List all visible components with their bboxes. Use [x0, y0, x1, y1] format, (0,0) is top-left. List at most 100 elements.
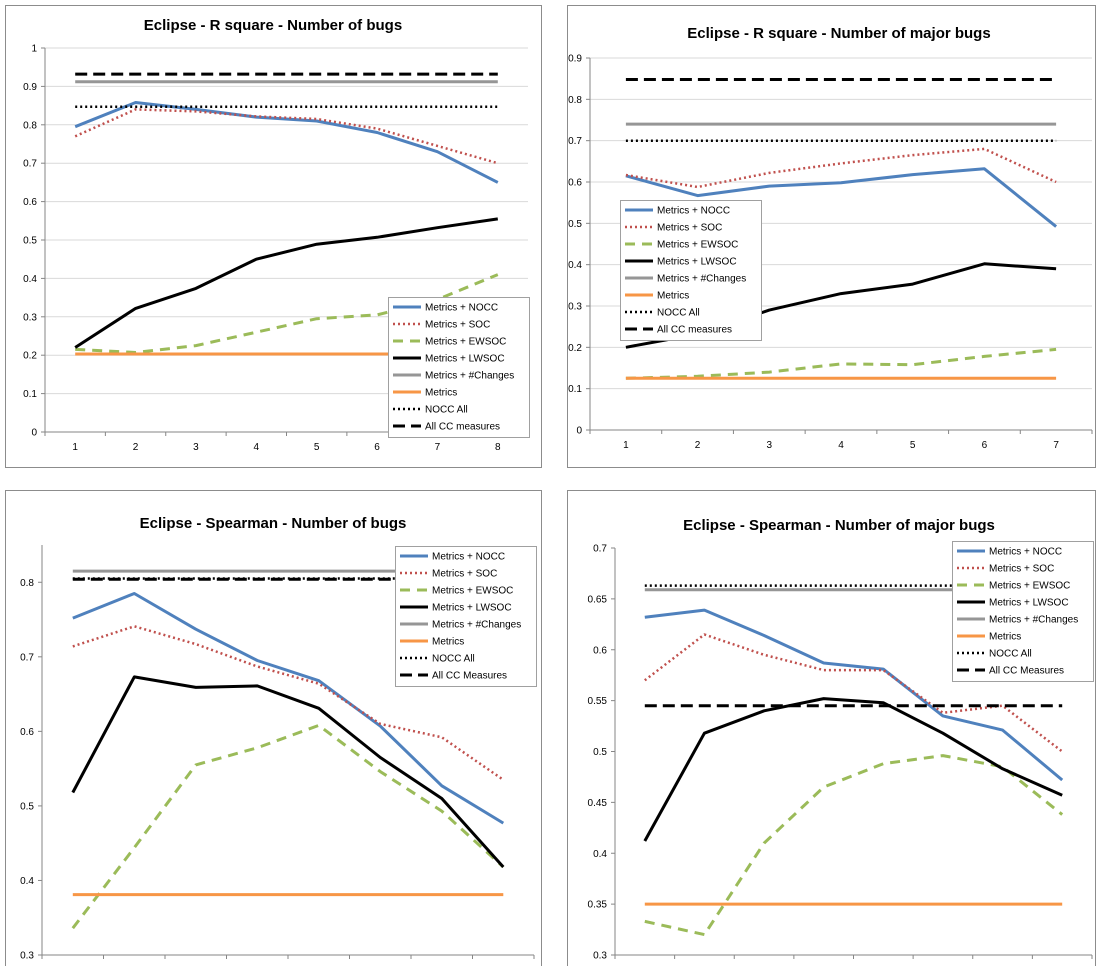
- legend-label: Metrics + NOCC: [657, 206, 730, 217]
- series-line-metrics-ewsoc: [644, 754, 1064, 937]
- legend-label: Metrics + LWSOC: [657, 257, 737, 268]
- x-tick-label: 4: [838, 440, 844, 451]
- legend-label: Metrics + EWSOC: [432, 586, 513, 597]
- legend-label: Metrics + #Changes: [425, 371, 514, 382]
- legend-label: Metrics + NOCC: [989, 547, 1062, 558]
- y-tick-label: 0.2: [23, 351, 37, 362]
- y-tick-label: 0.4: [568, 260, 582, 271]
- y-tick-label: 0.3: [593, 951, 607, 962]
- y-tick-label: 0.45: [588, 798, 608, 809]
- y-tick-label: 0.9: [23, 82, 37, 93]
- legend-label: All CC measures: [425, 422, 500, 433]
- y-tick-label: 0.1: [568, 384, 582, 395]
- legend-label: All CC Measures: [432, 671, 507, 682]
- x-tick-label: 5: [910, 440, 916, 451]
- legend-label: Metrics: [657, 291, 689, 302]
- x-tick-label: 6: [982, 440, 988, 451]
- y-tick-label: 0.6: [20, 727, 34, 738]
- series-line-metrics-lwsoc: [74, 217, 499, 349]
- chart-title: Eclipse - R square - Number of major bug…: [687, 25, 990, 42]
- y-tick-label: 0.7: [23, 159, 37, 170]
- y-tick-label: 0.4: [593, 849, 607, 860]
- legend-label: All CC measures: [657, 325, 732, 336]
- chart-title: Eclipse - Spearman - Number of major bug…: [683, 517, 995, 534]
- y-tick-label: 0.5: [23, 236, 37, 247]
- chart-title: Eclipse - R square - Number of bugs: [144, 17, 402, 34]
- chart-1: Eclipse - R square - Number of bugs 0 0.1 0…: [5, 5, 542, 468]
- legend-label: Metrics + EWSOC: [657, 240, 738, 251]
- legend-label: All CC Measures: [989, 666, 1064, 677]
- legend-label: Metrics: [989, 632, 1021, 643]
- y-tick-label: 0: [31, 428, 37, 439]
- y-tick-label: 0.7: [593, 544, 607, 555]
- y-tick-label: 0.55: [588, 696, 608, 707]
- chart-4: Eclipse - Spearman - Number of major bug…: [567, 490, 1096, 966]
- y-tick-label: 0.6: [23, 197, 37, 208]
- x-tick-label: 3: [193, 442, 199, 453]
- x-tick-label: 2: [133, 442, 139, 453]
- legend-label: Metrics + LWSOC: [425, 354, 505, 365]
- legend-label: NOCC All: [989, 649, 1032, 660]
- y-tick-label: 0.5: [593, 747, 607, 758]
- legend: Metrics + NOCC Metrics + SOC Metrics + EWS…: [395, 546, 537, 687]
- y-tick-label: 0.65: [588, 594, 608, 605]
- y-tick-label: 0.8: [23, 120, 37, 131]
- series-line-metrics-lwsoc: [71, 675, 505, 869]
- y-tick-label: 0.4: [20, 876, 34, 887]
- series-line-metrics-nocc: [72, 592, 505, 825]
- series-line-metrics-soc: [644, 633, 1063, 753]
- legend-label: Metrics: [432, 637, 464, 648]
- series-line-metrics-lwsoc: [643, 697, 1063, 842]
- x-tick-label: 3: [767, 440, 773, 451]
- series-line-metrics-nocc: [644, 608, 1064, 782]
- y-tick-label: 0.6: [593, 645, 607, 656]
- legend-label: Metrics + SOC: [425, 320, 490, 331]
- y-tick-label: 0.35: [588, 900, 608, 911]
- x-tick-label: 6: [374, 442, 380, 453]
- legend-label: Metrics + #Changes: [989, 615, 1078, 626]
- legend-label: Metrics + SOC: [989, 564, 1054, 575]
- y-tick-label: 0: [576, 426, 582, 437]
- y-tick-label: 0.6: [568, 178, 582, 189]
- y-tick-label: 0.2: [568, 343, 582, 354]
- y-tick-label: 0.3: [568, 302, 582, 313]
- x-tick-label: 1: [72, 442, 78, 453]
- legend-label: Metrics + NOCC: [425, 303, 498, 314]
- legend-box: [952, 541, 1094, 682]
- x-tick-label: 1: [623, 440, 629, 451]
- legend-label: Metrics + EWSOC: [425, 337, 506, 348]
- legend-label: NOCC All: [432, 654, 475, 665]
- series-line-metrics-soc: [74, 108, 499, 165]
- series-line-metrics-nocc: [625, 167, 1058, 228]
- y-tick-label: 0.5: [20, 801, 34, 812]
- legend: Metrics + NOCC Metrics + SOC Metrics + EWS…: [388, 297, 530, 438]
- y-tick-label: 0.7: [20, 652, 34, 663]
- legend-box: [395, 546, 537, 687]
- chart-2: Eclipse - R square - Number of major bug…: [567, 5, 1096, 468]
- legend-label: Metrics + NOCC: [432, 552, 505, 563]
- y-tick-label: 0.4: [23, 274, 37, 285]
- series-line-metrics-nocc: [74, 101, 499, 184]
- y-tick-label: 0.3: [20, 951, 34, 962]
- chart-title: Eclipse - Spearman - Number of bugs: [140, 515, 407, 532]
- x-tick-label: 4: [254, 442, 260, 453]
- series-line-metrics-ewsoc: [625, 347, 1057, 380]
- legend-label: Metrics + SOC: [657, 223, 722, 234]
- chart-3: Eclipse - Spearman - Number of bugs 0.3 0.…: [5, 490, 542, 966]
- series-line-metrics-soc: [72, 625, 505, 781]
- x-tick-label: 2: [695, 440, 701, 451]
- y-tick-label: 0.5: [568, 219, 582, 230]
- x-tick-label: 8: [495, 442, 501, 453]
- y-tick-label: 0.9: [568, 54, 582, 65]
- x-tick-label: 7: [435, 442, 441, 453]
- legend-label: Metrics + LWSOC: [432, 603, 512, 614]
- y-tick-label: 0.7: [568, 136, 582, 147]
- y-tick-label: 0.8: [20, 578, 34, 589]
- legend: Metrics + NOCC Metrics + SOC Metrics + EWS…: [952, 541, 1094, 682]
- legend-label: Metrics + #Changes: [657, 274, 746, 285]
- y-tick-label: 0.1: [23, 389, 37, 400]
- legend-box: [388, 297, 530, 438]
- y-tick-label: 1: [31, 44, 37, 55]
- y-tick-label: 0.8: [568, 95, 582, 106]
